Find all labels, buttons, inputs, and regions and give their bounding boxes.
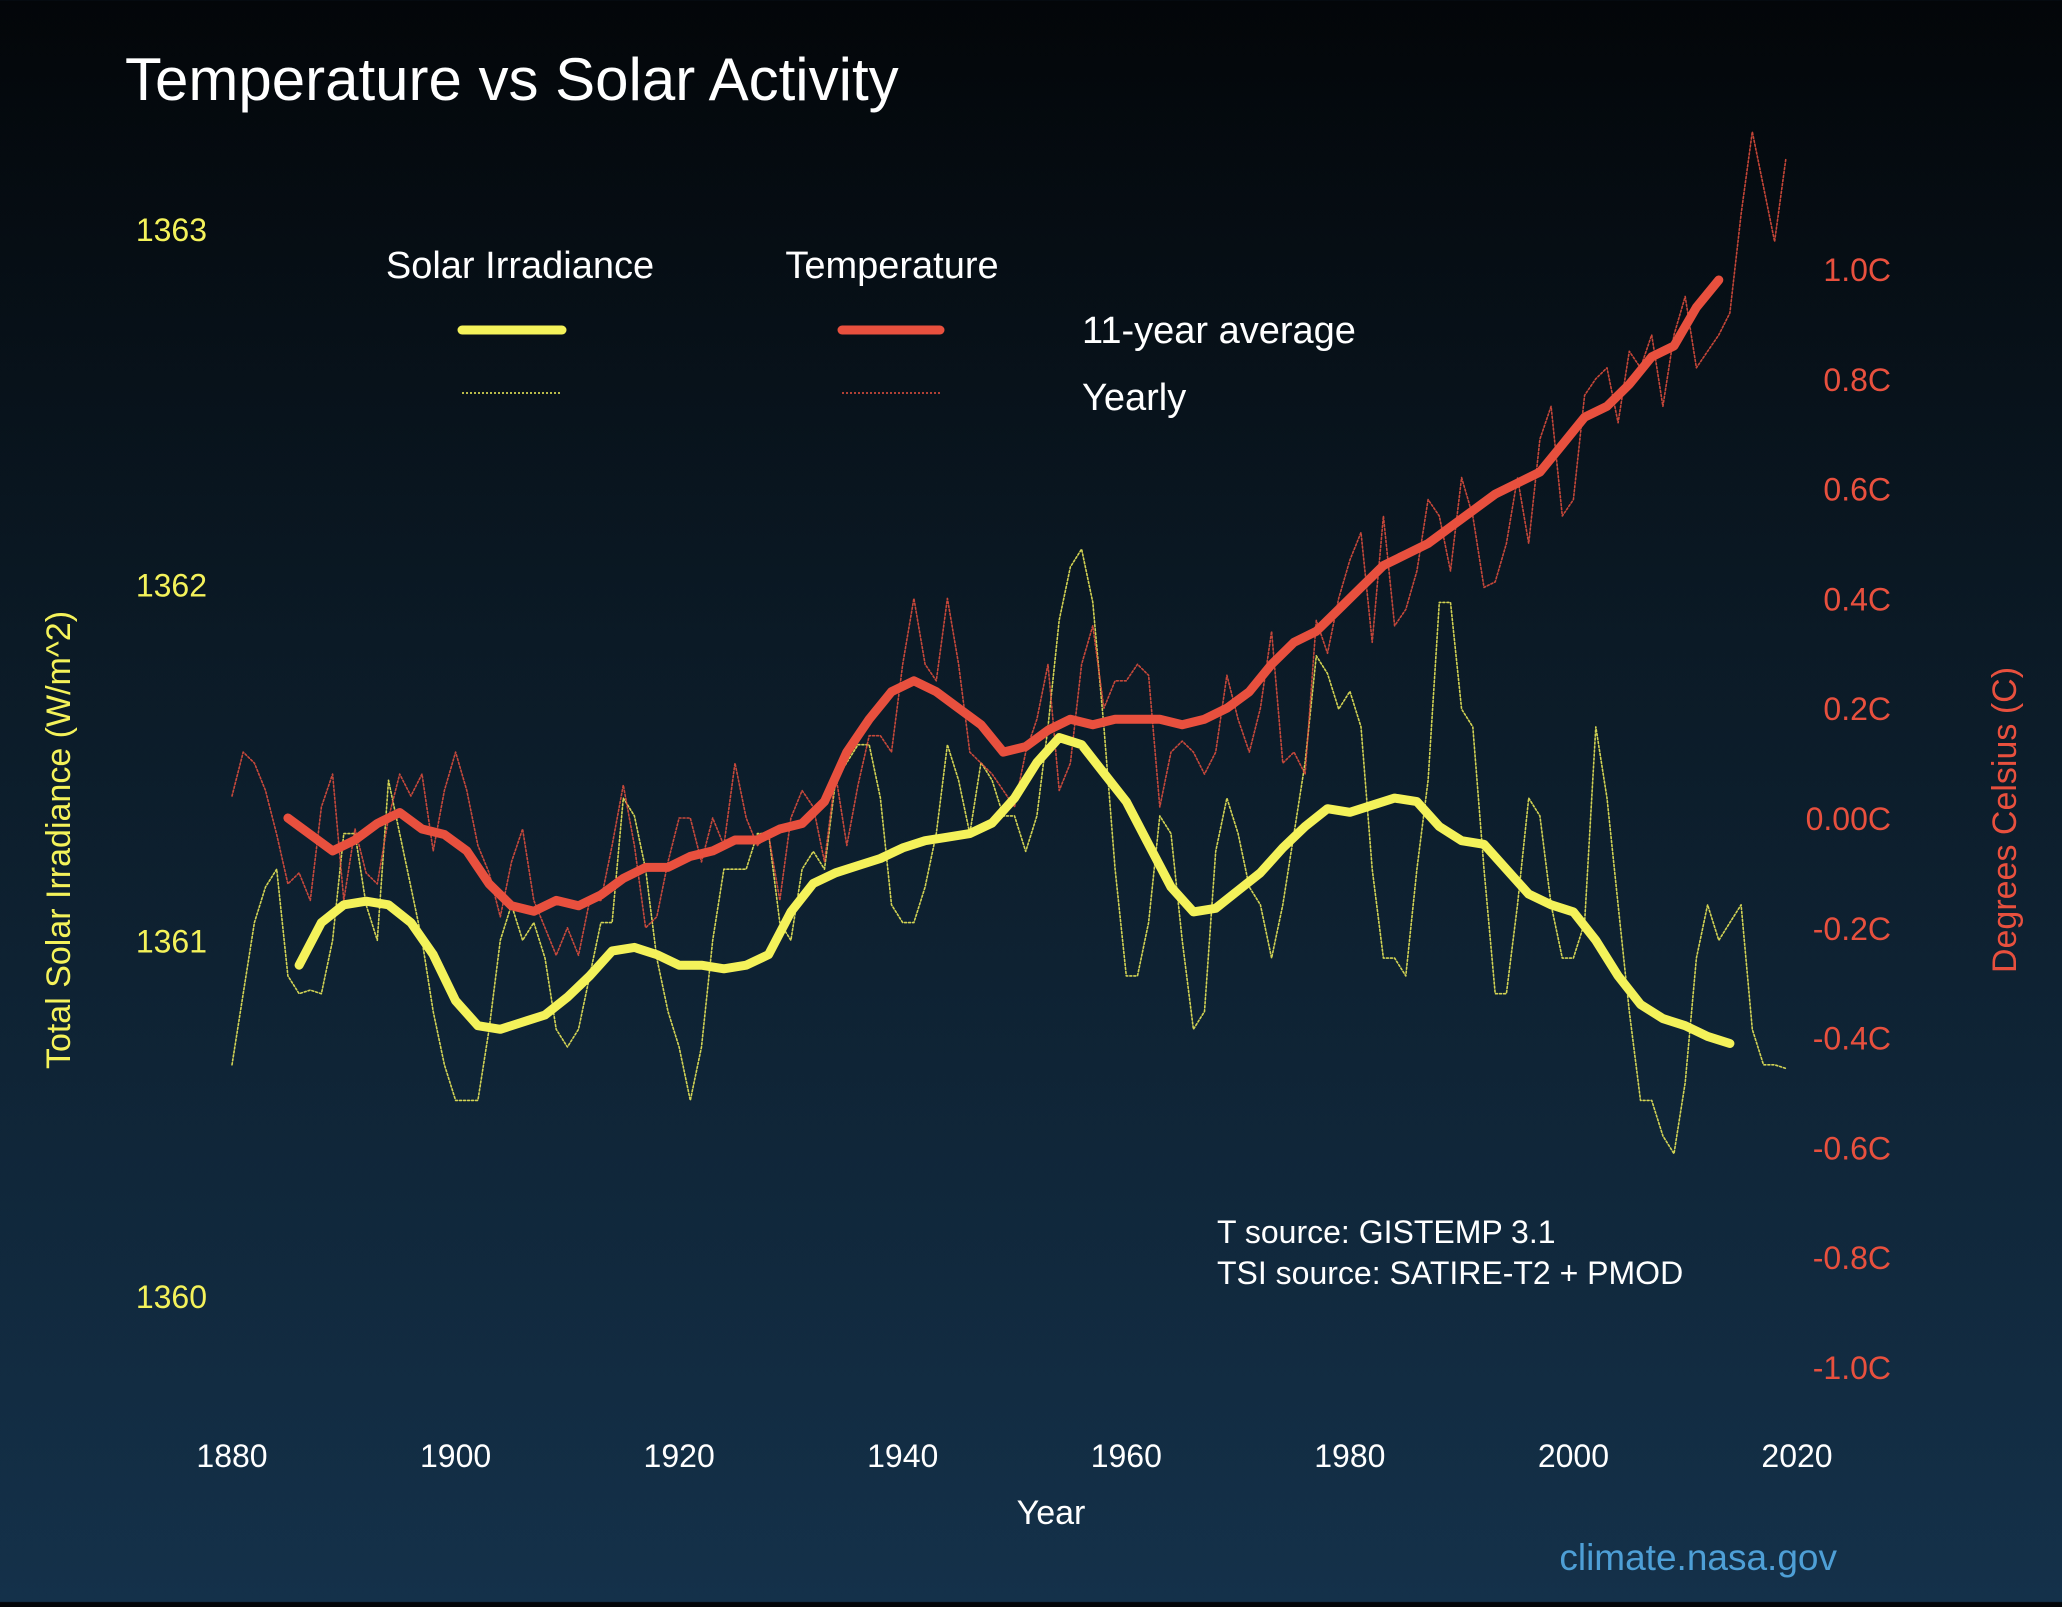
x-tick-label: 1900 <box>420 1438 491 1474</box>
left-axis-label: Total Solar Irradiance (W/m^2) <box>40 611 78 1069</box>
right-tick-label: 1.0C <box>1823 252 1891 288</box>
x-tick-label: 1980 <box>1314 1438 1385 1474</box>
legend-col-temperature: Temperature <box>785 245 998 287</box>
annotation-t-source: T source: GISTEMP 3.1 <box>1217 1214 1556 1250</box>
x-tick-label: 2020 <box>1761 1438 1832 1474</box>
right-tick-label: -0.6C <box>1813 1130 1891 1166</box>
right-axis-ticks: 1.0C 0.8C 0.6C 0.4C 0.2C 0.00C -0.2C -0.4C -0.6C… <box>1806 252 1891 1386</box>
right-tick-label: -0.4C <box>1813 1021 1891 1057</box>
right-tick-label: -1.0C <box>1813 1350 1891 1386</box>
legend: Solar Irradiance Temperature 11-year ave… <box>386 245 1356 419</box>
left-tick-label: 1360 <box>136 1279 207 1315</box>
legend-col-solar: Solar Irradiance <box>386 245 654 287</box>
annotation-tsi-source: TSI source: SATIRE-T2 + PMOD <box>1217 1255 1683 1291</box>
right-axis-label: Degrees Celsius (C) <box>1986 667 2024 973</box>
left-tick-label: 1362 <box>136 568 207 604</box>
x-tick-label: 1880 <box>196 1438 267 1474</box>
right-tick-label: -0.2C <box>1813 911 1891 947</box>
series-solar-irradiance-yearly <box>231 548 1787 1155</box>
right-tick-label: 0.8C <box>1823 362 1891 398</box>
legend-row-average: 11-year average <box>1082 310 1356 352</box>
series-solar-irradiance-11-year-average <box>294 733 1735 1048</box>
x-axis-label: Year <box>1017 1494 1086 1532</box>
x-tick-label: 1960 <box>1091 1438 1162 1474</box>
x-tick-label: 2000 <box>1538 1438 1609 1474</box>
x-axis-ticks: 1880 1900 1920 1940 1960 1980 2000 2020 <box>196 1438 1832 1474</box>
x-tick-label: 1940 <box>867 1438 938 1474</box>
series-layer <box>231 131 1787 1155</box>
series-temperature-11-year-average <box>283 275 1724 916</box>
legend-row-yearly: Yearly <box>1082 377 1186 419</box>
right-tick-label: 0.2C <box>1823 691 1891 727</box>
left-tick-label: 1363 <box>136 212 207 248</box>
chart-title: Temperature vs Solar Activity <box>125 46 899 113</box>
right-tick-label: 0.6C <box>1823 472 1891 508</box>
right-tick-label: 0.4C <box>1823 581 1891 617</box>
right-tick-label: -0.8C <box>1813 1240 1891 1276</box>
x-tick-label: 1920 <box>644 1438 715 1474</box>
left-tick-label: 1361 <box>136 923 207 959</box>
credit-link[interactable]: climate.nasa.gov <box>1559 1537 1837 1578</box>
left-axis-ticks: 1363 1362 1361 1360 <box>136 212 207 1315</box>
right-tick-label: 0.00C <box>1806 801 1891 837</box>
